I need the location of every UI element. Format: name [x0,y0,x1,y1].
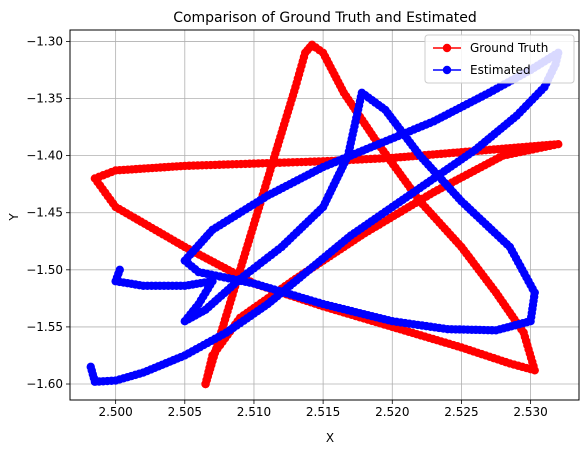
data-point [115,265,124,275]
y-axis-label: Y [7,213,21,222]
legend-label: Estimated [470,63,531,77]
plot-frame [69,29,580,401]
x-tick-label: 2.530 [513,405,547,419]
x-tick-label: 2.520 [375,405,409,419]
y-tick-label: −1.45 [26,206,63,220]
chart-title: Comparison of Ground Truth and Estimated [173,10,477,26]
legend-label: Ground Truth [470,41,548,55]
legend: Ground Truth Estimated [424,34,575,84]
legend-item: Estimated [433,63,531,77]
y-tick-label: −1.60 [26,377,63,391]
y-ticks: −1.30 −1.35 −1.40 −1.45 −1.50 −1.55 −1.60 [26,34,70,391]
series-estimated [86,48,563,386]
x-tick-label: 2.515 [306,405,340,419]
x-tick-label: 2.510 [237,405,271,419]
y-tick-label: −1.55 [26,320,63,334]
x-ticks: 2.500 2.505 2.510 2.515 2.520 2.525 2.530 [98,400,548,419]
legend-item: Ground Truth [433,41,548,55]
data-point [201,379,210,389]
y-tick-label: −1.40 [26,149,63,163]
y-tick-label: −1.35 [26,92,63,106]
legend-box [424,34,575,84]
legend-marker [442,65,452,75]
legend-marker [442,43,452,53]
x-axis-label: X [326,431,334,445]
series-layer [86,40,563,389]
x-tick-label: 2.500 [98,405,132,419]
y-tick-label: −1.50 [26,263,63,277]
y-tick-label: −1.30 [26,34,63,48]
x-tick-label: 2.505 [168,405,202,419]
x-tick-label: 2.525 [444,405,478,419]
